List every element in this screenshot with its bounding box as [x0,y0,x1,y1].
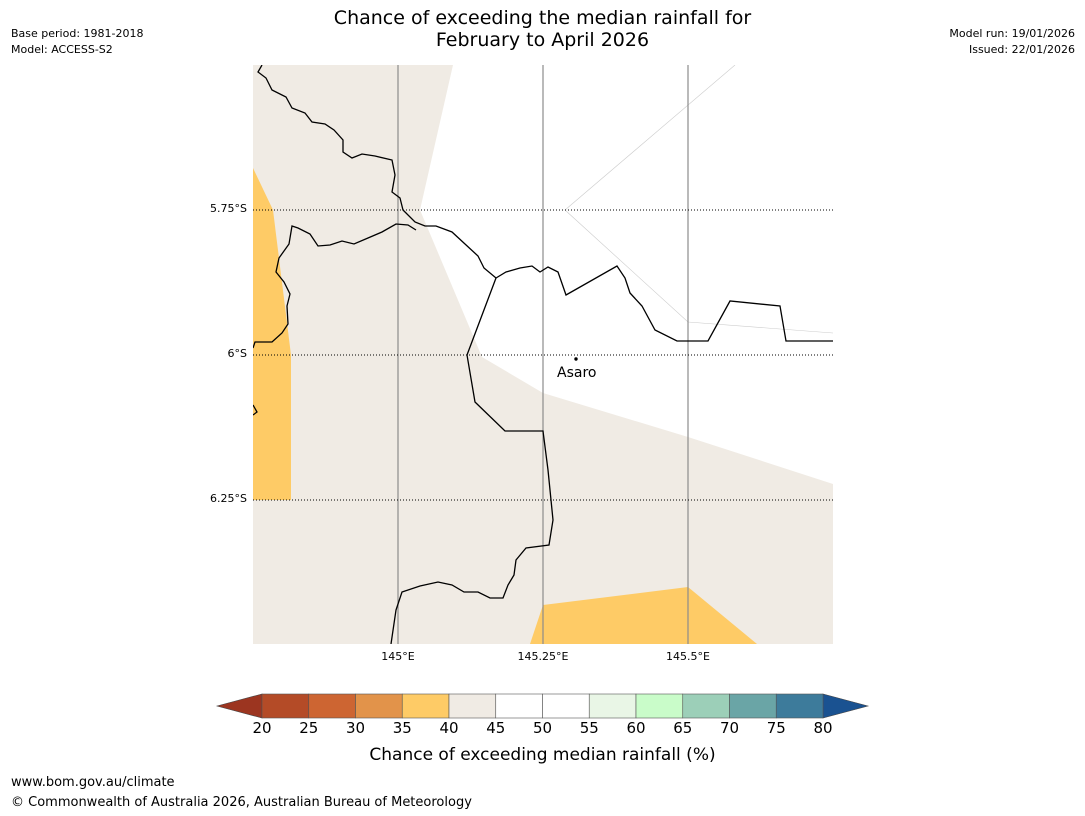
lat-tick-label: 6.25°S [210,492,247,505]
colorbar-segment [682,693,730,719]
colorbar-segment [355,693,403,719]
colorbar-tick-label: 50 [532,719,553,737]
lat-tick-label: 6°S [227,347,247,360]
colorbar-segment [261,693,310,719]
lon-tick-label: 145°E [381,650,415,663]
colorbar-tick-label: 60 [626,719,646,737]
metadata-left: Base period: 1981-2018 Model: ACCESS-S2 [11,26,143,58]
colorbar-tick-label: 40 [439,719,459,737]
colorbar-segment [729,693,777,719]
issued-text: Issued: 22/01/2026 [968,43,1075,56]
model-text: Model: ACCESS-S2 [11,43,113,56]
place-label-asaro: Asaro [557,365,597,381]
band-35-40-south-region [530,587,757,644]
colorbar-tick-label: 80 [813,719,833,737]
lon-tick-label: 145.25°E [517,650,569,663]
footer-copyright: © Commonwealth of Australia 2026, Austra… [11,795,472,810]
colorbar-tick-label: 25 [299,719,319,737]
model-run-text: Model run: 19/01/2026 [949,27,1075,40]
colorbar-tick-label: 35 [392,719,412,737]
map-title: Chance of exceeding the median rainfall … [0,7,1085,51]
colorbar-label: Chance of exceeding median rainfall (%) [369,745,716,765]
colorbar-tick-label: 75 [766,719,786,737]
colorbar-segment [588,693,637,719]
colorbar-segment [495,693,543,719]
band-45-55-region [420,65,833,484]
province-borders [253,65,833,644]
metadata-right: Model run: 19/01/2026 Issued: 22/01/2026 [949,26,1075,58]
contour-edge-line [564,65,736,211]
colorbar-tick-label: 65 [673,719,693,737]
colorbar-segment [635,693,684,719]
asaro-marker [574,357,578,361]
colorbar-high-extend [822,693,870,719]
title-line-1: Chance of exceeding the median rainfall … [333,7,752,29]
footer-url: www.bom.gov.au/climate [11,775,175,790]
colorbar-segment [775,693,824,719]
colorbar-tick-label: 30 [345,719,366,737]
colorbar-tick-label: 20 [252,719,272,737]
colorbar-tick-label: 55 [579,719,599,737]
band-35-40-west-region [253,168,291,500]
colorbar-segment [308,693,356,719]
colorbar-tick-label: 45 [486,719,506,737]
colorbar-tick-label: 70 [719,719,740,737]
colorbar-low-extend [215,693,263,719]
lat-tick-label: 5.75°S [210,202,247,215]
colorbar-segment [542,693,590,719]
lon-tick-label: 145.5°E [666,650,710,663]
base-period-text: Base period: 1981-2018 [11,27,144,40]
colorbar-segment [448,693,497,719]
title-line-2: February to April 2026 [435,29,650,51]
colorbar-segment [401,693,450,719]
